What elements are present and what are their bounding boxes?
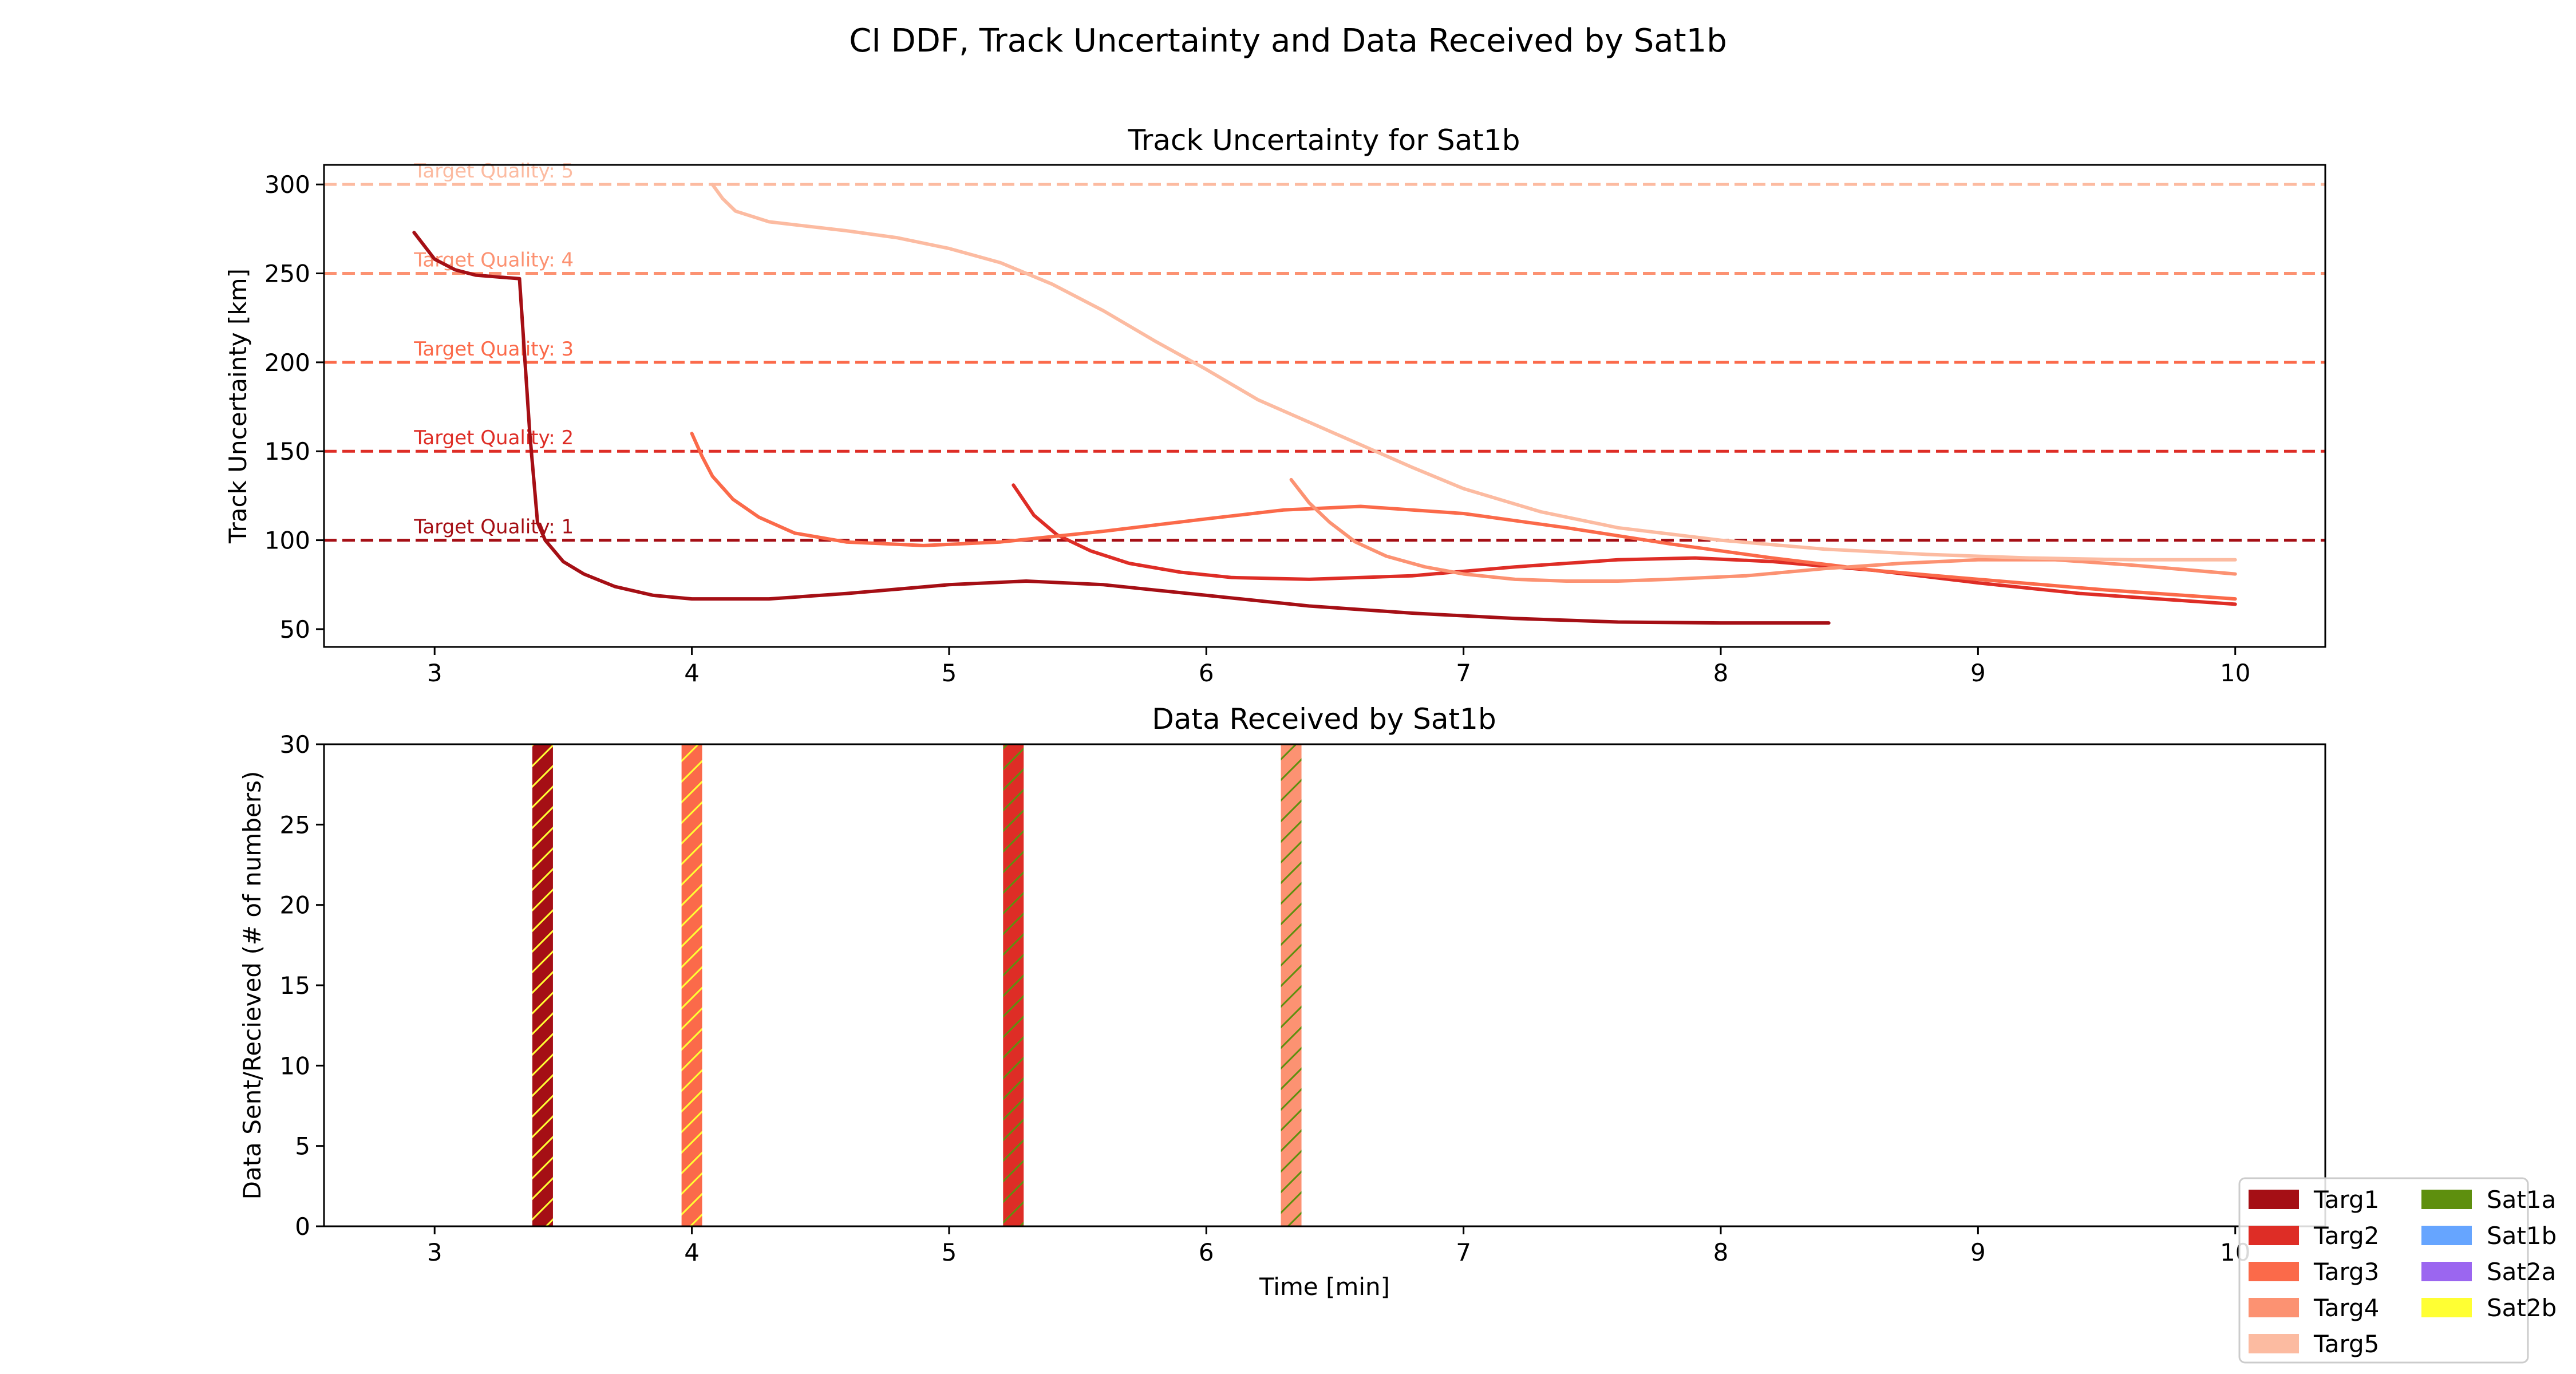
threshold-label: Target Quality: 1 [413, 516, 574, 539]
threshold-label: Target Quality: 2 [413, 427, 574, 449]
uncertainty-axes: Track Uncertainty for Sat1b Target Quali… [224, 124, 2326, 687]
y-axis-label: Track Uncertainty [km] [224, 269, 252, 544]
series-line-targ5 [710, 183, 2237, 562]
legend-swatch [2421, 1262, 2472, 1281]
y-tick-label: 20 [280, 891, 310, 919]
x-tick-label: 4 [684, 659, 700, 687]
y-tick-label: 150 [264, 437, 310, 465]
y-tick-label: 15 [280, 972, 310, 1000]
legend-label: Sat1b [2487, 1222, 2557, 1250]
figure-title: CI DDF, Track Uncertainty and Data Recei… [849, 22, 1727, 60]
y-tick-label: 200 [264, 349, 310, 377]
legend-label: Targ4 [2313, 1294, 2379, 1322]
legend-swatch [2421, 1190, 2472, 1209]
legend-label: Targ5 [2313, 1330, 2379, 1358]
x-tick-label: 4 [684, 1238, 700, 1266]
data-received-title: Data Received by Sat1b [1152, 702, 1496, 736]
uncertainty-title: Track Uncertainty for Sat1b [1128, 124, 1520, 157]
y-tick-label: 10 [280, 1052, 310, 1080]
y-axis-label: Data Sent/Recieved (# of numbers) [238, 771, 266, 1200]
legend-label: Targ2 [2313, 1222, 2379, 1250]
legend-swatch [2249, 1190, 2299, 1209]
legend: Targ1 Targ2 Targ3 Targ4 Targ5 Sat1a Sat1b Sat2a… [2238, 1177, 2557, 1364]
plot-frame [323, 164, 2326, 648]
threshold-label: Target Quality: 3 [413, 338, 574, 361]
legend-swatch [2249, 1262, 2299, 1281]
series-line-targ4 [1289, 477, 2237, 583]
y-tick-label: 50 [280, 615, 310, 643]
y-tick-label: 25 [280, 811, 310, 839]
series-line-targ1 [412, 231, 1831, 625]
legend-label: Sat2a [2487, 1258, 2556, 1286]
threshold-label: Target Quality: 5 [413, 160, 574, 183]
x-tick-label: 5 [942, 659, 957, 687]
y-tick-label: 5 [295, 1132, 310, 1160]
legend-label: Sat2b [2487, 1294, 2557, 1322]
bar-targ2 [1003, 744, 1024, 1226]
y-tick-label: 300 [264, 171, 310, 199]
y-tick-label: 100 [264, 527, 310, 555]
legend-swatch [2249, 1298, 2299, 1317]
x-tick-label: 5 [942, 1238, 957, 1266]
x-tick-label: 9 [1970, 1238, 1986, 1266]
x-tick-label: 8 [1713, 659, 1729, 687]
legend-label: Sat1a [2487, 1186, 2556, 1214]
x-tick-label: 6 [1199, 1238, 1214, 1266]
x-tick-label: 7 [1456, 1238, 1471, 1266]
legend-label: Targ3 [2313, 1258, 2379, 1286]
legend-swatch [2249, 1334, 2299, 1353]
x-tick-label: 3 [427, 1238, 442, 1266]
bar-targ1 [532, 744, 553, 1226]
x-tick-label: 8 [1713, 1238, 1729, 1266]
bar-targ4 [1281, 744, 1302, 1226]
legend-swatch [2421, 1298, 2472, 1317]
legend-label: Targ1 [2313, 1186, 2379, 1214]
series-line-targ2 [1012, 483, 2237, 606]
x-tick-label: 10 [2220, 659, 2250, 687]
x-tick-label: 9 [1970, 659, 1986, 687]
x-tick-label: 3 [427, 659, 442, 687]
x-axis-label: Time [min] [1259, 1273, 1390, 1301]
y-tick-label: 0 [295, 1213, 310, 1241]
x-tick-label: 6 [1199, 659, 1214, 687]
legend-swatch [2249, 1226, 2299, 1245]
data-received-axes: Data Received by Sat1b 3 4 5 6 7 8 9 1005101520… [238, 702, 2326, 1301]
y-tick-label: 250 [264, 260, 310, 288]
bar-targ3 [681, 744, 702, 1226]
y-tick-label: 30 [280, 731, 310, 759]
x-tick-label: 7 [1456, 659, 1471, 687]
legend-swatch [2421, 1226, 2472, 1245]
